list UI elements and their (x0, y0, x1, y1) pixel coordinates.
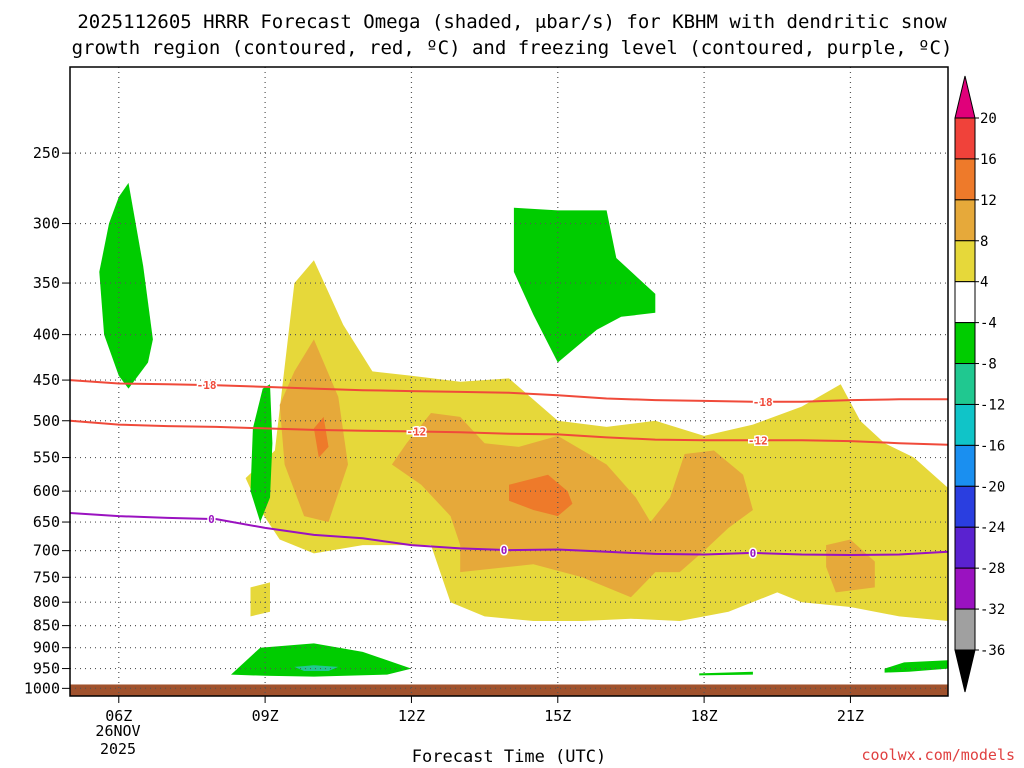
colorbar-band-11 (954, 567, 976, 610)
colorbar-band-8 (954, 444, 976, 487)
y-tick-label-750: 750 (33, 568, 60, 586)
x-axis-title: Forecast Time (UTC) (412, 747, 606, 767)
colorbar-bottom-arrow (954, 649, 976, 693)
colorbar-label-12: -32 (980, 602, 1005, 618)
colorbar-band-9 (954, 485, 976, 528)
y-tick-label-600: 600 (33, 482, 60, 500)
colorbar-band-6 (954, 363, 976, 405)
x-tick-label-5: 21Z (837, 707, 864, 725)
omega-region-12-16-5 (313, 416, 329, 458)
y-tick-label-850: 850 (33, 617, 60, 635)
colorbar-label-6: -8 (980, 357, 997, 373)
x-tick-label-3: 15Z (544, 707, 571, 725)
y-tick-label-500: 500 (33, 412, 60, 430)
omega-region--8--4-11 (699, 671, 753, 676)
x-date-line2: 2025 (100, 740, 136, 758)
ground-fill (70, 684, 948, 696)
y-tick-label-350: 350 (33, 274, 60, 292)
omega-region-4-8-0 (245, 260, 949, 621)
x-date-line1: 26NOV (95, 722, 140, 740)
omega-region-4-8-1 (250, 582, 270, 617)
y-tick-label-550: 550 (33, 449, 60, 467)
colorbar-label-1: 16 (980, 152, 997, 168)
y-tick-label-700: 700 (33, 542, 60, 560)
y-tick-label-250: 250 (33, 144, 60, 162)
colorbar-label-3: 8 (980, 234, 988, 250)
x-tick-label-1: 09Z (252, 707, 279, 725)
colorbar-band-10 (954, 526, 976, 569)
omega-region--8--4-12 (884, 660, 948, 673)
y-tick-label-950: 950 (33, 660, 60, 678)
colorbar-band-3 (954, 240, 976, 283)
omega-region--12--8-13 (294, 665, 339, 671)
colorbar-band-5 (954, 322, 976, 365)
x-tick-label-0: 06Z (105, 707, 132, 725)
y-tick-label-800: 800 (33, 593, 60, 611)
chart-title-line1: 2025112605 HRRR Forecast Omega (shaded, … (77, 11, 947, 33)
colorbar-label-10: -24 (980, 520, 1005, 536)
omega-region-12-16-6 (509, 474, 573, 517)
y-tick-label-650: 650 (33, 513, 60, 531)
contours: -18 -18 -12 -12 0 0 0 (69, 378, 949, 561)
colorbar-label-11: -28 (980, 561, 1005, 577)
freezing-level-contour-label-2: 0 (750, 547, 757, 560)
x-tick-label-2: 12Z (398, 707, 425, 725)
colorbar-label-13: -36 (980, 643, 1005, 659)
freezing-level-contour-label-0: 0 (208, 513, 215, 526)
colorbar-band-2 (954, 199, 976, 242)
colorbar-band-1 (954, 158, 976, 201)
y-tick-label-400: 400 (33, 326, 60, 344)
chart-title-line2: growth region (contoured, red, ºC) and f… (72, 37, 953, 59)
colorbar-label-4: 4 (980, 275, 988, 291)
y-axis: 250 300 350 400 450 500 550 600 650 700 750 800 850 9… (24, 144, 70, 697)
plot-frame (69, 66, 949, 697)
colorbar-label-0: 20 (980, 111, 997, 127)
colorbar: 20 16 12 8 4 -4 -8 -12 -16 -20 -24 -28 -32 -36 (954, 75, 1005, 693)
omega-region--8--4-10 (231, 643, 412, 677)
omega-shading (99, 182, 949, 677)
freezing-level-contour-label-1: 0 (501, 544, 508, 557)
freezing-level-contour-line (69, 512, 949, 557)
omega-region--8--4-7 (99, 182, 153, 389)
x-tick-label-4: 18Z (691, 707, 718, 725)
y-tick-label-900: 900 (33, 639, 60, 657)
dgz-contour-1-label-1: -12 (748, 434, 768, 447)
colorbar-label-2: 12 (980, 193, 997, 209)
omega-region-8-12-4 (826, 539, 875, 593)
dgz-contour-1-line (69, 419, 949, 446)
y-tick-label-300: 300 (33, 215, 60, 233)
omega-region-8-12-3 (391, 413, 753, 598)
dgz-contour-0-label-1: -18 (753, 396, 773, 409)
colorbar-top-arrow (954, 75, 976, 119)
colorbar-band-12 (954, 608, 976, 651)
colorbar-label-9: -20 (980, 479, 1005, 495)
colorbar-band-7 (954, 403, 976, 446)
dgz-contour-0-label-0: -18 (197, 379, 217, 392)
colorbar-label-8: -16 (980, 438, 1005, 454)
dgz-contour-0-line (69, 379, 948, 403)
omega-region--8--4-8 (250, 384, 273, 522)
y-tick-label-1000: 1000 (24, 679, 60, 697)
omega-region--8--4-9 (513, 207, 656, 363)
colorbar-label-7: -12 (980, 397, 1005, 413)
x-axis: 06Z 09Z 12Z 15Z 18Z 21Z (105, 696, 864, 725)
credit-text[interactable]: coolwx.com/models (861, 746, 1015, 764)
colorbar-band-0 (954, 117, 976, 160)
ground-layer (70, 684, 948, 696)
colorbar-label-5: -4 (980, 316, 997, 332)
colorbar-band-4 (954, 281, 976, 324)
y-tick-label-450: 450 (33, 371, 60, 389)
dgz-contour-1-label-0: -12 (406, 425, 426, 438)
